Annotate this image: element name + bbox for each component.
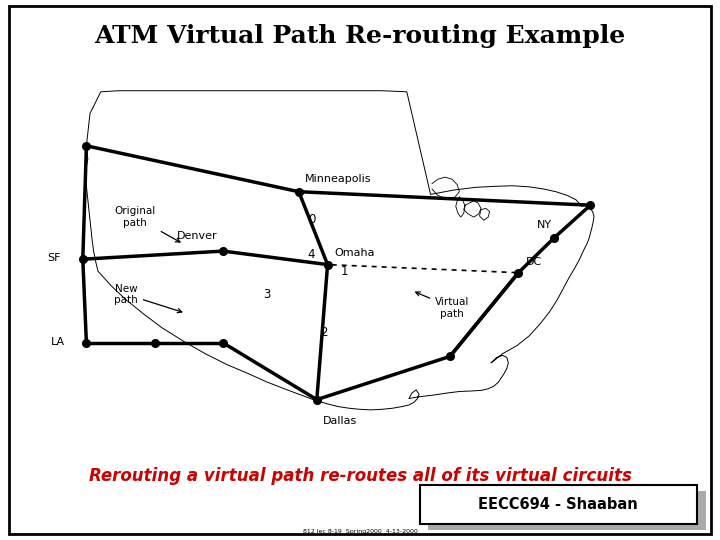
Text: Rerouting a virtual path re-routes all of its virtual circuits: Rerouting a virtual path re-routes all o…: [89, 467, 631, 485]
Text: Dallas: Dallas: [323, 416, 357, 426]
Text: NY: NY: [536, 220, 552, 230]
Text: SF: SF: [48, 253, 61, 263]
Text: LA: LA: [50, 337, 65, 347]
Text: 2: 2: [320, 326, 328, 339]
Text: DC: DC: [526, 257, 542, 267]
Text: Omaha: Omaha: [335, 248, 375, 258]
Bar: [420, 485, 697, 524]
Text: Denver: Denver: [176, 231, 217, 241]
Text: New
path: New path: [114, 284, 181, 313]
Text: Virtual
path: Virtual path: [415, 292, 469, 319]
Bar: [428, 491, 706, 530]
Text: Minneapolis: Minneapolis: [305, 174, 371, 184]
Text: 0: 0: [308, 213, 315, 226]
Text: ATM Virtual Path Re-routing Example: ATM Virtual Path Re-routing Example: [94, 24, 626, 48]
Text: 1: 1: [341, 265, 348, 278]
Text: 3: 3: [263, 288, 270, 301]
Text: 812 lec 8-19  Spring2000  4-13-2000: 812 lec 8-19 Spring2000 4-13-2000: [302, 529, 418, 534]
Text: Original
path: Original path: [114, 206, 180, 242]
Text: EECC694 - Shaaban: EECC694 - Shaaban: [478, 497, 638, 512]
Text: 4: 4: [307, 248, 315, 261]
